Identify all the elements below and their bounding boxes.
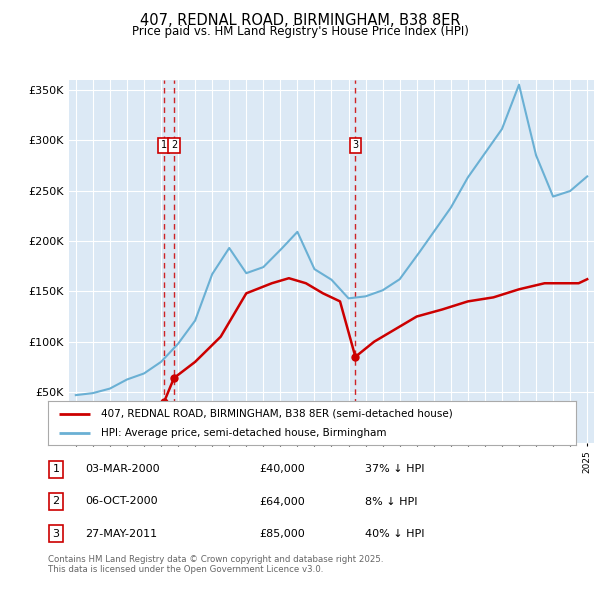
Text: Contains HM Land Registry data © Crown copyright and database right 2025.
This d: Contains HM Land Registry data © Crown c… bbox=[48, 555, 383, 574]
Text: 8% ↓ HPI: 8% ↓ HPI bbox=[365, 497, 418, 506]
Text: 1: 1 bbox=[52, 464, 59, 474]
Text: £40,000: £40,000 bbox=[259, 464, 305, 474]
Text: 40% ↓ HPI: 40% ↓ HPI bbox=[365, 529, 424, 539]
Text: 1: 1 bbox=[161, 140, 167, 150]
Text: 37% ↓ HPI: 37% ↓ HPI bbox=[365, 464, 424, 474]
Text: £85,000: £85,000 bbox=[259, 529, 305, 539]
Text: 27-MAY-2011: 27-MAY-2011 bbox=[85, 529, 157, 539]
Text: 407, REDNAL ROAD, BIRMINGHAM, B38 8ER: 407, REDNAL ROAD, BIRMINGHAM, B38 8ER bbox=[140, 13, 460, 28]
Text: 03-MAR-2000: 03-MAR-2000 bbox=[85, 464, 160, 474]
Text: Price paid vs. HM Land Registry's House Price Index (HPI): Price paid vs. HM Land Registry's House … bbox=[131, 25, 469, 38]
Text: 3: 3 bbox=[352, 140, 358, 150]
Text: 3: 3 bbox=[52, 529, 59, 539]
Text: 06-OCT-2000: 06-OCT-2000 bbox=[85, 497, 158, 506]
Text: £64,000: £64,000 bbox=[259, 497, 305, 506]
Text: 407, REDNAL ROAD, BIRMINGHAM, B38 8ER (semi-detached house): 407, REDNAL ROAD, BIRMINGHAM, B38 8ER (s… bbox=[101, 409, 452, 418]
Text: HPI: Average price, semi-detached house, Birmingham: HPI: Average price, semi-detached house,… bbox=[101, 428, 386, 438]
Text: 2: 2 bbox=[52, 497, 59, 506]
Text: 2: 2 bbox=[171, 140, 177, 150]
